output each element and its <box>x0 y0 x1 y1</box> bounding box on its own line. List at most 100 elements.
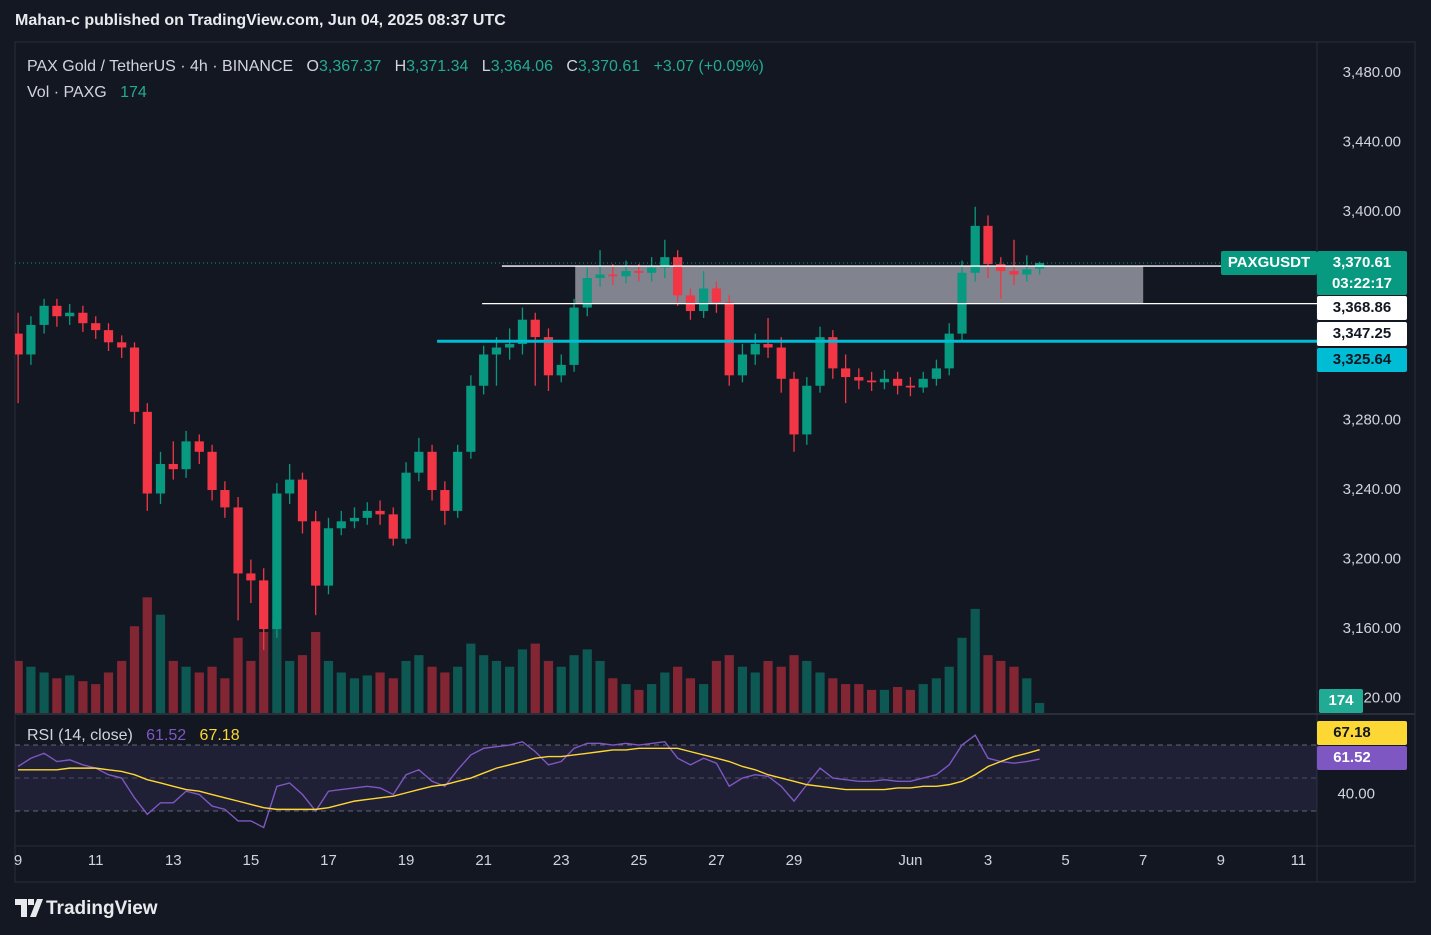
rsi-value: 61.52 <box>146 727 187 744</box>
price-line-label: 3,368.86 <box>1333 299 1391 316</box>
candle-body <box>905 385 916 388</box>
candle-body <box>582 278 592 308</box>
volume-bar <box>685 678 696 713</box>
candle-body <box>931 368 942 379</box>
volume-title: Vol · PAXG <box>27 84 107 101</box>
candle-body <box>608 274 618 277</box>
candle-body <box>466 385 476 452</box>
volume-bar <box>479 655 489 713</box>
x-tick-label: 17 <box>320 852 337 869</box>
volume-bar <box>996 660 1006 713</box>
candle-body <box>142 411 152 494</box>
volume-bar <box>789 655 799 713</box>
rsi-label: 61.52 <box>1333 749 1371 766</box>
candle-body <box>1009 271 1019 275</box>
candle-body <box>944 333 954 369</box>
candle-body <box>362 510 372 518</box>
price-line-box <box>1317 296 1407 321</box>
volume-value: 174 <box>120 84 147 101</box>
candle-body <box>491 347 502 355</box>
volume-bar <box>91 684 101 713</box>
candle-body <box>388 514 398 539</box>
volume-bar <box>893 686 903 713</box>
volume-bar <box>362 675 372 713</box>
volume-bar <box>336 672 346 713</box>
last-price-box <box>1317 251 1407 296</box>
volume-bar <box>724 655 734 713</box>
volume-bar <box>957 637 967 713</box>
volume-bar <box>142 597 152 713</box>
candle-body <box>401 472 411 539</box>
candle-body <box>737 354 748 376</box>
candle-body <box>802 385 812 435</box>
volume-bar <box>466 643 476 713</box>
candle-body <box>854 377 864 381</box>
volume-bar <box>737 666 748 713</box>
rsi-ma-value: 67.18 <box>199 727 240 744</box>
rsi-box <box>1317 746 1407 770</box>
volume-bar <box>52 678 62 713</box>
volume-bar <box>699 684 709 713</box>
volume-bar <box>815 672 825 713</box>
candle-body <box>970 225 980 273</box>
countdown-label: 03:22:17 <box>1332 275 1392 292</box>
h-label: H <box>394 58 407 75</box>
x-tick-label: 15 <box>243 852 260 869</box>
volume-bar <box>918 684 928 713</box>
candle-body <box>91 323 101 331</box>
candle-body <box>78 312 88 324</box>
y-tick-label: 3,440.00 <box>1343 133 1401 150</box>
volume-bar <box>26 666 36 713</box>
volume-bar <box>453 666 463 713</box>
volume-bar <box>556 666 566 713</box>
volume-bar <box>491 660 502 713</box>
candle-body <box>776 347 786 379</box>
candle-body <box>220 490 230 508</box>
volume-bar <box>39 672 49 713</box>
symbol-tag-box <box>1221 251 1317 276</box>
candle-body <box>711 288 722 303</box>
candle-body <box>750 344 760 355</box>
volume-bar <box>854 684 864 713</box>
volume-bar <box>582 649 592 713</box>
volume-bar <box>763 660 773 713</box>
candle-body <box>349 517 360 522</box>
candle-body <box>556 364 566 376</box>
candle-body <box>194 441 204 452</box>
x-tick-label: 11 <box>88 852 104 869</box>
candle-body <box>660 257 670 268</box>
x-tick-label: 3 <box>984 852 992 869</box>
candle-body <box>336 521 346 529</box>
main-pane <box>15 206 1144 713</box>
volume-bar <box>259 632 269 713</box>
frame <box>14 41 1416 883</box>
candle-body <box>65 312 75 317</box>
volume-bar <box>181 666 191 713</box>
volume-bar <box>569 655 579 713</box>
x-tick-label: 29 <box>786 852 803 869</box>
volume-bar <box>608 678 618 713</box>
volume-bar <box>103 672 114 713</box>
volume-bar <box>802 660 812 713</box>
volume-bar <box>285 660 295 713</box>
candle-body <box>52 305 62 317</box>
candle-body <box>272 493 282 630</box>
volume-bar <box>1009 666 1019 713</box>
volume-bar <box>530 643 540 713</box>
brand: TradingView <box>46 898 158 919</box>
price-legend: PAX Gold / TetherUS · 4h · BINANCE O3,36… <box>27 54 764 80</box>
rsi-line <box>17 734 1040 829</box>
candle-body <box>879 378 890 383</box>
x-tick-label: 21 <box>475 852 492 869</box>
candle-body <box>297 479 308 522</box>
candle-body <box>634 271 644 273</box>
x-tick-label: 9 <box>14 852 22 869</box>
candle-body <box>207 451 217 491</box>
last-price-label: 3,370.61 <box>1333 254 1391 271</box>
volume-bar <box>207 666 217 713</box>
volume-axis-label: 174 <box>1328 692 1354 709</box>
candle-body <box>983 225 993 265</box>
x-tick-label: 13 <box>165 852 182 869</box>
l-label: L <box>481 58 491 75</box>
